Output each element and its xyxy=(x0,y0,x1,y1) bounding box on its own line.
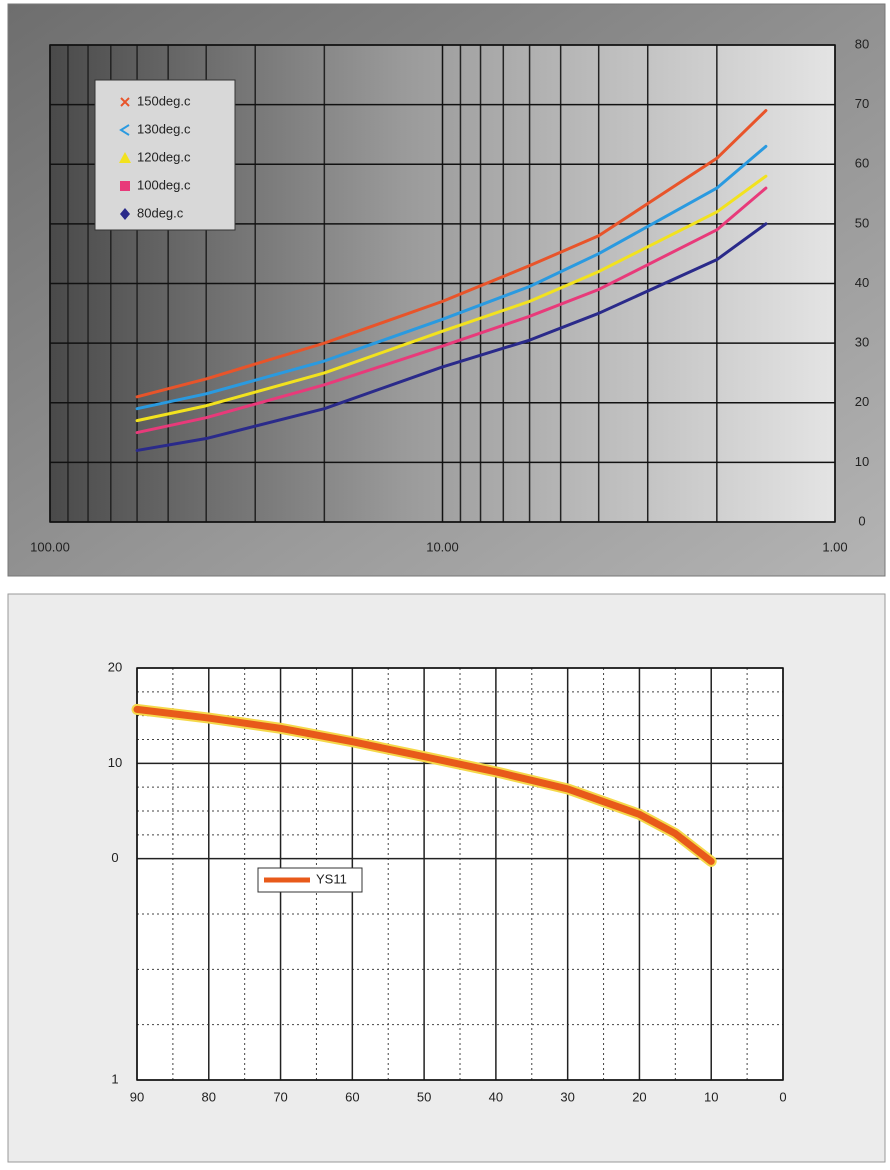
legend-box xyxy=(94,79,236,231)
y-tick-label: 50 xyxy=(855,215,869,230)
legend-marker xyxy=(119,152,131,163)
y-tick-label: 0 xyxy=(858,513,865,528)
x-tick-label: 100.00 xyxy=(30,539,70,554)
x-tick-label: 80 xyxy=(202,1089,216,1104)
legend-marker xyxy=(120,97,130,107)
series-line xyxy=(135,222,768,452)
legend-label: 80deg.c xyxy=(137,205,184,220)
y-tick-label: 80 xyxy=(855,36,869,51)
plot-frame xyxy=(136,667,784,1081)
x-tick-label: 20 xyxy=(632,1089,646,1104)
y-tick-label: 20 xyxy=(855,394,869,409)
series-line xyxy=(133,705,715,865)
series-line xyxy=(135,174,768,423)
x-tick-label: 50 xyxy=(417,1089,431,1104)
legend-label: YS11 xyxy=(316,871,347,886)
legend-marker xyxy=(120,208,130,220)
x-tick-label: 90 xyxy=(130,1089,144,1104)
legend-marker xyxy=(119,124,130,136)
series-line xyxy=(135,109,768,399)
y-tick-label: 60 xyxy=(855,156,869,171)
x-tick-label: 70 xyxy=(273,1089,287,1104)
legend-label: 120deg.c xyxy=(137,149,191,164)
x-tick-label: 10.00 xyxy=(426,539,459,554)
x-tick-label: 60 xyxy=(345,1089,359,1104)
legend-marker xyxy=(120,181,130,191)
x-tick-label: 10 xyxy=(704,1089,718,1104)
y-tick-label: 70 xyxy=(855,96,869,111)
y-tick-label: 20 xyxy=(108,659,122,674)
x-tick-label: 0 xyxy=(779,1089,786,1104)
x-tick-label: 30 xyxy=(560,1089,574,1104)
legend-label: 130deg.c xyxy=(137,121,191,136)
y-tick-label: 0 xyxy=(111,850,118,865)
y-tick-label: 40 xyxy=(855,275,869,290)
y-tick-label: 10 xyxy=(855,454,869,469)
legend-label: 100deg.c xyxy=(137,177,191,192)
x-tick-label: 1.00 xyxy=(822,539,847,554)
legend-label: 150deg.c xyxy=(137,93,191,108)
series-line xyxy=(135,186,768,435)
x-tick-label: 40 xyxy=(489,1089,503,1104)
y-tick-label: 30 xyxy=(855,335,869,350)
y-tick-label: 10 xyxy=(108,755,122,770)
y-tick-label: 1 xyxy=(111,1071,118,1086)
plot-frame xyxy=(49,44,836,523)
series-line xyxy=(135,144,768,411)
